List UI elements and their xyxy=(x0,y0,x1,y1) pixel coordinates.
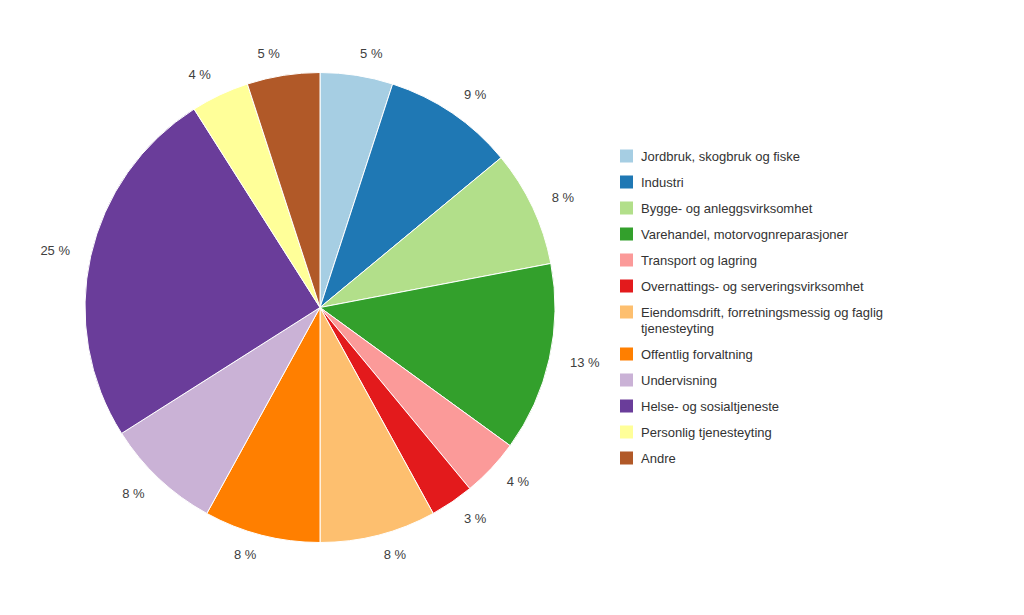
legend-label: Industri xyxy=(641,175,684,190)
legend-swatch xyxy=(620,254,633,267)
legend-item: Industri xyxy=(620,175,684,190)
legend-swatch xyxy=(620,452,633,465)
legend-swatch xyxy=(620,348,633,361)
legend-swatch xyxy=(620,228,633,241)
legend-label-line: Offentlig forvaltning xyxy=(641,347,753,362)
data-label: 3 % xyxy=(464,511,487,526)
data-label: 5 % xyxy=(258,46,281,61)
legend-label-line: Bygge- og anleggsvirksomhet xyxy=(641,201,813,216)
data-label: 4 % xyxy=(507,474,530,489)
legend-label-line: Varehandel, motorvognreparasjoner xyxy=(641,227,849,242)
data-label: 25 % xyxy=(40,243,70,258)
legend-label: Eiendomsdrift, forretningsmessig og fagl… xyxy=(641,305,883,336)
legend-item: Eiendomsdrift, forretningsmessig og fagl… xyxy=(620,305,883,336)
data-label: 8 % xyxy=(552,190,575,205)
legend-label: Overnattings- og serveringsvirksomhet xyxy=(641,279,864,294)
chart: 5 % 9 % 8 % 13 % 4 % 3 % 8 % 8 % 8 % 25 % 4 % 5 % Jo… xyxy=(0,0,1024,615)
pie xyxy=(85,73,555,543)
legend-item: Jordbruk, skogbruk og fiske xyxy=(620,149,800,164)
legend-label: Personlig tjenesteyting xyxy=(641,425,772,440)
data-label: 13 % xyxy=(570,355,600,370)
legend-label-line: Transport og lagring xyxy=(641,253,757,268)
legend-label-line: Helse- og sosialtjeneste xyxy=(641,399,779,414)
data-label: 4 % xyxy=(189,67,212,82)
legend-item: Helse- og sosialtjeneste xyxy=(620,399,779,414)
legend-label: Bygge- og anleggsvirksomhet xyxy=(641,201,813,216)
legend-swatch xyxy=(620,426,633,439)
legend: Jordbruk, skogbruk og fiske Industri Bygge… xyxy=(620,149,883,466)
data-label: 9 % xyxy=(464,87,487,102)
legend-label-line: Jordbruk, skogbruk og fiske xyxy=(641,149,800,164)
data-label: 8 % xyxy=(122,486,145,501)
legend-swatch xyxy=(620,400,633,413)
legend-label-line: Personlig tjenesteyting xyxy=(641,425,772,440)
legend-item: Overnattings- og serveringsvirksomhet xyxy=(620,279,864,294)
legend-swatch xyxy=(620,374,633,387)
legend-item: Transport og lagring xyxy=(620,253,757,268)
legend-label: Jordbruk, skogbruk og fiske xyxy=(641,149,800,164)
legend-item: Undervisning xyxy=(620,373,717,388)
legend-item: Offentlig forvaltning xyxy=(620,347,753,362)
legend-swatch xyxy=(620,150,633,163)
legend-label: Undervisning xyxy=(641,373,717,388)
legend-label: Helse- og sosialtjeneste xyxy=(641,399,779,414)
legend-label: Andre xyxy=(641,451,676,466)
legend-item: Bygge- og anleggsvirksomhet xyxy=(620,201,813,216)
legend-label: Varehandel, motorvognreparasjoner xyxy=(641,227,849,242)
data-label: 8 % xyxy=(384,547,407,562)
legend-label-line: Industri xyxy=(641,175,684,190)
legend-swatch xyxy=(620,202,633,215)
legend-label-line: Andre xyxy=(641,451,676,466)
pie-slice xyxy=(247,73,320,308)
legend-swatch xyxy=(620,176,633,189)
data-labels: 5 % 9 % 8 % 13 % 4 % 3 % 8 % 8 % 8 % 25 % 4 % 5 % xyxy=(40,46,600,562)
legend-label: Offentlig forvaltning xyxy=(641,347,753,362)
legend-label: Transport og lagring xyxy=(641,253,757,268)
legend-swatch xyxy=(620,306,633,319)
legend-label-line: Overnattings- og serveringsvirksomhet xyxy=(641,279,864,294)
legend-swatch xyxy=(620,280,633,293)
data-label: 8 % xyxy=(234,547,257,562)
legend-label-line: Undervisning xyxy=(641,373,717,388)
pie-slice xyxy=(320,308,433,543)
legend-label-line: Eiendomsdrift, forretningsmessig og fagl… xyxy=(641,305,883,320)
legend-label-line: tjenesteyting xyxy=(641,321,714,336)
legend-item: Varehandel, motorvognreparasjoner xyxy=(620,227,849,242)
legend-item: Personlig tjenesteyting xyxy=(620,425,772,440)
legend-item: Andre xyxy=(620,451,676,466)
data-label: 5 % xyxy=(360,46,383,61)
